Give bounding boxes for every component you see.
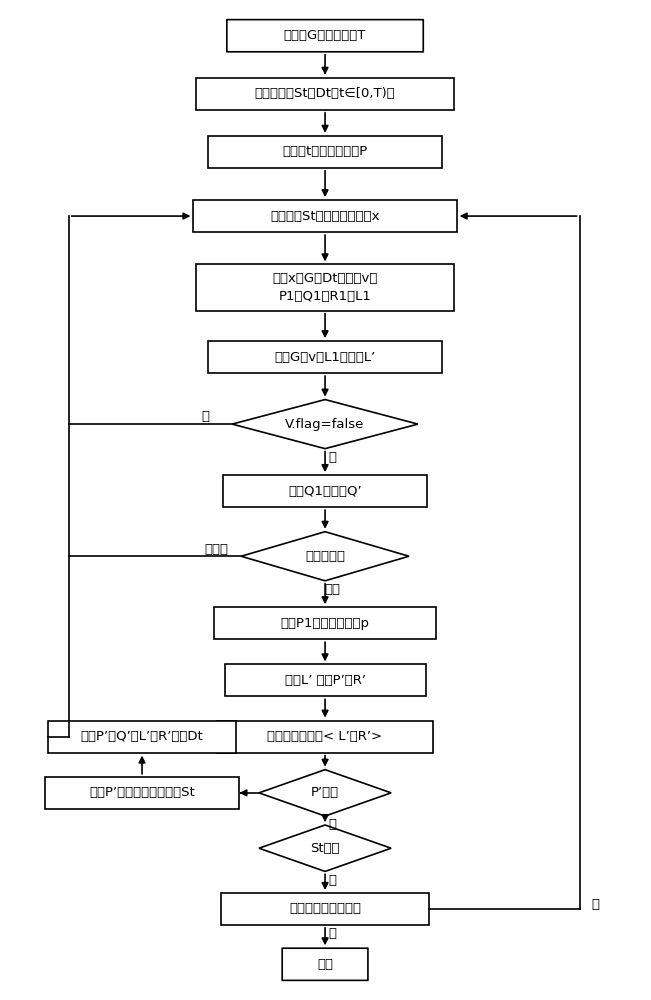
- Text: 遍历P1中的各个节点p: 遍历P1中的各个节点p: [281, 617, 370, 630]
- Text: 结束: 结束: [317, 958, 333, 971]
- FancyBboxPatch shape: [193, 200, 457, 232]
- Text: 是: 是: [328, 818, 336, 832]
- FancyBboxPatch shape: [48, 721, 236, 753]
- Text: 存在: 存在: [324, 583, 340, 596]
- FancyBboxPatch shape: [217, 721, 433, 753]
- FancyBboxPatch shape: [223, 475, 427, 507]
- Polygon shape: [259, 825, 391, 871]
- Text: 遍历Q1，生成Q’: 遍历Q1，生成Q’: [288, 485, 362, 498]
- Text: 根据P’，生成新任务加入St: 根据P’，生成新任务加入St: [89, 786, 195, 799]
- Text: V.flag=false: V.flag=false: [285, 418, 365, 431]
- Text: 极大二分团: 极大二分团: [305, 550, 345, 563]
- Text: 根据P’、Q’、L’、R’更新Dt: 根据P’、Q’、L’、R’更新Dt: [81, 730, 203, 743]
- Polygon shape: [232, 400, 418, 449]
- FancyBboxPatch shape: [208, 341, 442, 373]
- Text: 输出极大二分团< L’，R’>: 输出极大二分团< L’，R’>: [268, 730, 383, 743]
- FancyBboxPatch shape: [282, 948, 368, 980]
- Text: 从任务栈St的栈顶获取任务x: 从任务栈St的栈顶获取任务x: [270, 210, 380, 223]
- Text: P’为空: P’为空: [311, 786, 339, 799]
- Text: 并行初始化St、Dt（t∈[0,T)）: 并行初始化St、Dt（t∈[0,T)）: [255, 87, 395, 100]
- Text: 否: 否: [328, 927, 336, 940]
- FancyBboxPatch shape: [197, 78, 454, 110]
- FancyBboxPatch shape: [208, 136, 442, 168]
- Text: 根据L’ 生成P’、R’: 根据L’ 生成P’、R’: [284, 674, 366, 687]
- FancyBboxPatch shape: [227, 20, 423, 52]
- Text: 在线程t内遍历候选集P: 在线程t内遍历候选集P: [283, 145, 368, 158]
- Text: 请求新任务是否成功: 请求新任务是否成功: [289, 902, 361, 915]
- Text: 二分图G，总线程数T: 二分图G，总线程数T: [284, 29, 367, 42]
- Text: 否: 否: [201, 410, 210, 423]
- Text: 根据G、v及L1，计算L’: 根据G、v及L1，计算L’: [275, 351, 376, 364]
- Text: St为空: St为空: [311, 842, 340, 855]
- Text: 是: 是: [328, 451, 336, 464]
- Text: 不存在: 不存在: [204, 543, 228, 556]
- FancyBboxPatch shape: [45, 777, 240, 809]
- Text: 基于x、G及Dt，确定v、
P1、Q1、R1与L1: 基于x、G及Dt，确定v、 P1、Q1、R1与L1: [272, 272, 378, 303]
- FancyBboxPatch shape: [225, 664, 426, 696]
- Text: 是: 是: [592, 898, 600, 911]
- Text: 是: 是: [328, 874, 336, 887]
- Polygon shape: [241, 532, 409, 581]
- FancyBboxPatch shape: [221, 893, 428, 925]
- FancyBboxPatch shape: [197, 264, 454, 311]
- FancyBboxPatch shape: [214, 607, 436, 639]
- Polygon shape: [259, 770, 391, 816]
